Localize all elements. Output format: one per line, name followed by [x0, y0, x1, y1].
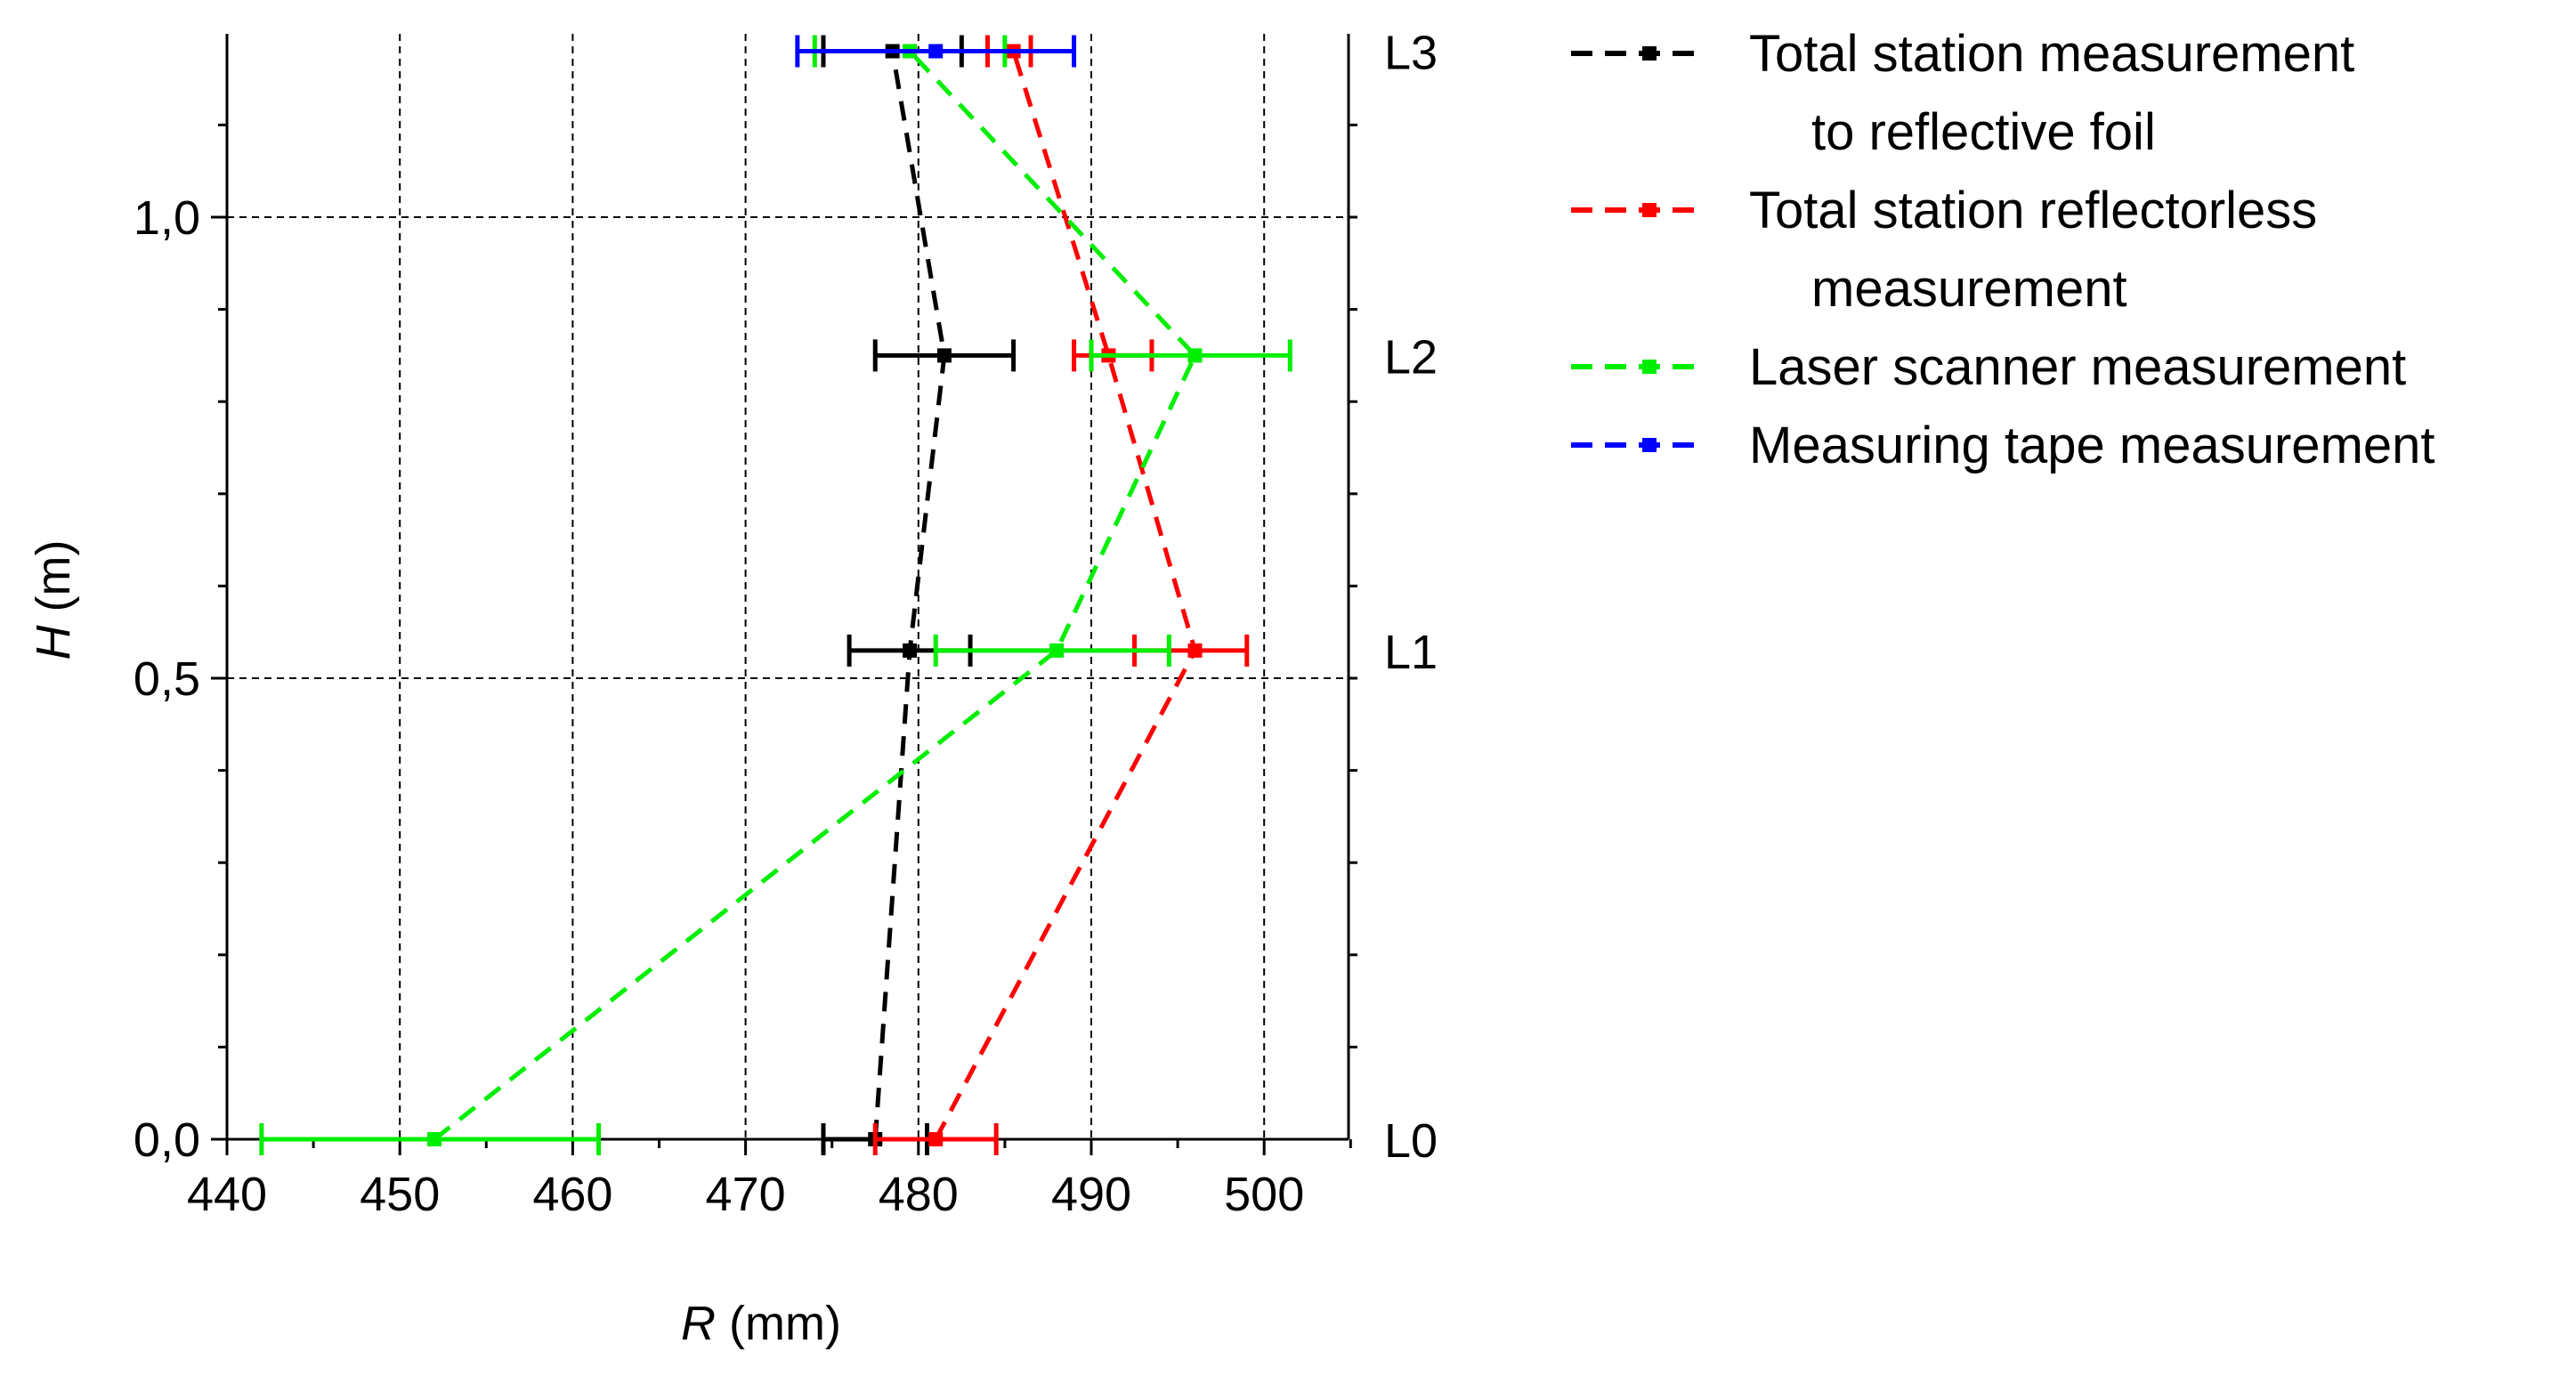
- data-point: [1187, 643, 1203, 658]
- level-label: L0: [1384, 1114, 1438, 1168]
- series: [259, 35, 1292, 1155]
- series-2: [872, 35, 1250, 1155]
- legend-marker: [1642, 438, 1657, 452]
- legend-label: Total station measurement: [1749, 25, 2354, 83]
- y-axis-title-unit: (m): [27, 540, 80, 626]
- data-point: [903, 643, 918, 658]
- level-label: L2: [1384, 330, 1438, 384]
- legend: Total station measurement to reflective f…: [1571, 25, 2435, 474]
- x-tick-label: 440: [187, 1168, 267, 1221]
- series-3: [259, 35, 1292, 1155]
- legend-entry-3: Laser scanner measurement: [1571, 338, 2406, 396]
- x-axis-title-unit: (mm): [716, 1297, 841, 1350]
- data-point: [1187, 348, 1203, 363]
- level-labels: L0 L1 L2 L3: [1384, 27, 1438, 1168]
- x-tick-label: 470: [706, 1168, 786, 1221]
- series-line: [872, 51, 947, 1140]
- legend-marker: [1642, 46, 1657, 61]
- axes: [225, 34, 1350, 1141]
- legend-entry-1: Total station measurement to reflective f…: [1571, 25, 2354, 161]
- level-label: L1: [1384, 626, 1438, 679]
- x-tick-label: 480: [879, 1168, 959, 1221]
- data-point: [936, 348, 952, 363]
- grid-lines: [227, 34, 1349, 1139]
- level-label: L3: [1384, 27, 1438, 80]
- y-axis-title-symbol: H: [27, 624, 80, 660]
- legend-label: Measuring tape measurement: [1749, 417, 2435, 474]
- x-tick-label: 450: [360, 1168, 440, 1221]
- x-tick-label: 500: [1224, 1168, 1304, 1221]
- legend-label: measurement: [1811, 260, 2127, 318]
- x-tick-label: 490: [1051, 1168, 1131, 1221]
- y-tick-label: 0,0: [134, 1113, 200, 1167]
- x-axis-title: R (mm): [681, 1297, 841, 1350]
- data-point: [928, 1132, 944, 1146]
- series-line: [433, 49, 1198, 1141]
- ticks: 440 450 460 470 480 490 500 0,0 0,5 1,0: [134, 123, 1357, 1221]
- legend-label: to reflective foil: [1811, 103, 2156, 161]
- x-tick-label: 460: [532, 1168, 612, 1221]
- data-point: [928, 44, 944, 59]
- y-tick-label: 0,5: [134, 652, 200, 706]
- legend-marker: [1642, 360, 1657, 374]
- legend-entry-2: Total station reflectorless measurement: [1571, 182, 2317, 318]
- data-point: [427, 1132, 442, 1146]
- x-axis-title-symbol: R: [681, 1297, 716, 1350]
- series-line: [933, 50, 1198, 1141]
- legend-entry-4: Measuring tape measurement: [1571, 417, 2435, 474]
- data-point: [1049, 643, 1065, 658]
- legend-label: Laser scanner measurement: [1749, 338, 2406, 396]
- y-tick-label: 1,0: [134, 191, 200, 245]
- legend-marker: [1642, 203, 1657, 217]
- y-axis-title: H (m): [27, 540, 80, 660]
- series-4: [795, 35, 1077, 68]
- legend-label: Total station reflectorless: [1749, 182, 2317, 239]
